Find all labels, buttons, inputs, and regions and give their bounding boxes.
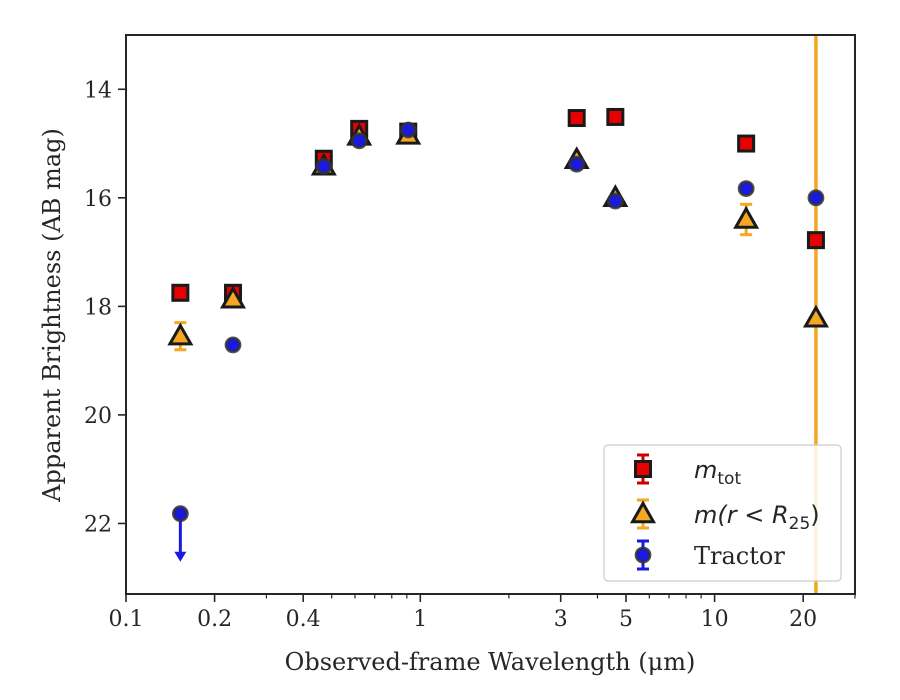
data-point — [399, 121, 417, 139]
data-point — [224, 336, 242, 354]
data-point — [567, 109, 586, 128]
x-tick-label: 3 — [554, 607, 568, 632]
legend-marker-circle — [634, 546, 652, 564]
legend-label: m(r < R25) — [694, 501, 820, 534]
x-tick-label: 20 — [789, 607, 817, 632]
series-triangle — [167, 121, 829, 352]
x-axis-label: Observed-frame Wavelength (μm) — [285, 648, 696, 676]
data-point — [171, 505, 189, 523]
y-tick-label: 22 — [84, 512, 112, 537]
y-tick-label: 14 — [84, 78, 112, 103]
y-tick-label: 20 — [84, 404, 112, 429]
data-point — [807, 189, 825, 207]
legend-box — [603, 444, 842, 582]
data-point — [606, 107, 625, 126]
upper-limit-arrowhead — [174, 551, 187, 562]
legend-label: Tractor — [694, 542, 785, 570]
data-point — [806, 231, 825, 250]
data-point — [315, 157, 333, 175]
y-axis-label: Apparent Brightness (AB mag) — [38, 128, 66, 503]
x-tick-label: 10 — [701, 607, 729, 632]
x-tick-label: 5 — [619, 607, 633, 632]
series-circle — [171, 121, 825, 562]
legend-marker-square — [634, 460, 652, 478]
data-point — [733, 205, 760, 229]
data-point — [568, 155, 586, 173]
data-point — [802, 304, 829, 328]
data-point — [167, 322, 194, 346]
x-tick-label: 0.4 — [286, 607, 321, 632]
plot-frame — [125, 34, 856, 595]
y-tick-label: 16 — [84, 187, 112, 212]
data-point — [737, 134, 756, 153]
series-square — [171, 107, 825, 302]
x-tick-label: 1 — [413, 607, 427, 632]
legend: mtot m(r < R25) Tractor — [603, 444, 842, 582]
data-point — [606, 192, 624, 210]
data-point — [350, 132, 368, 150]
legend-marker-triangle — [629, 500, 657, 524]
data-point — [171, 283, 190, 302]
legend-label: mtot — [694, 456, 741, 489]
axes: Observed-frame Wavelength (μm) Apparent … — [38, 34, 856, 676]
y-tick-label: 18 — [84, 295, 112, 320]
plot-area — [167, 35, 829, 594]
x-tick-label: 0.2 — [197, 607, 232, 632]
x-tick-label: 0.1 — [109, 607, 144, 632]
data-point — [219, 285, 247, 309]
data-point — [737, 180, 755, 197]
